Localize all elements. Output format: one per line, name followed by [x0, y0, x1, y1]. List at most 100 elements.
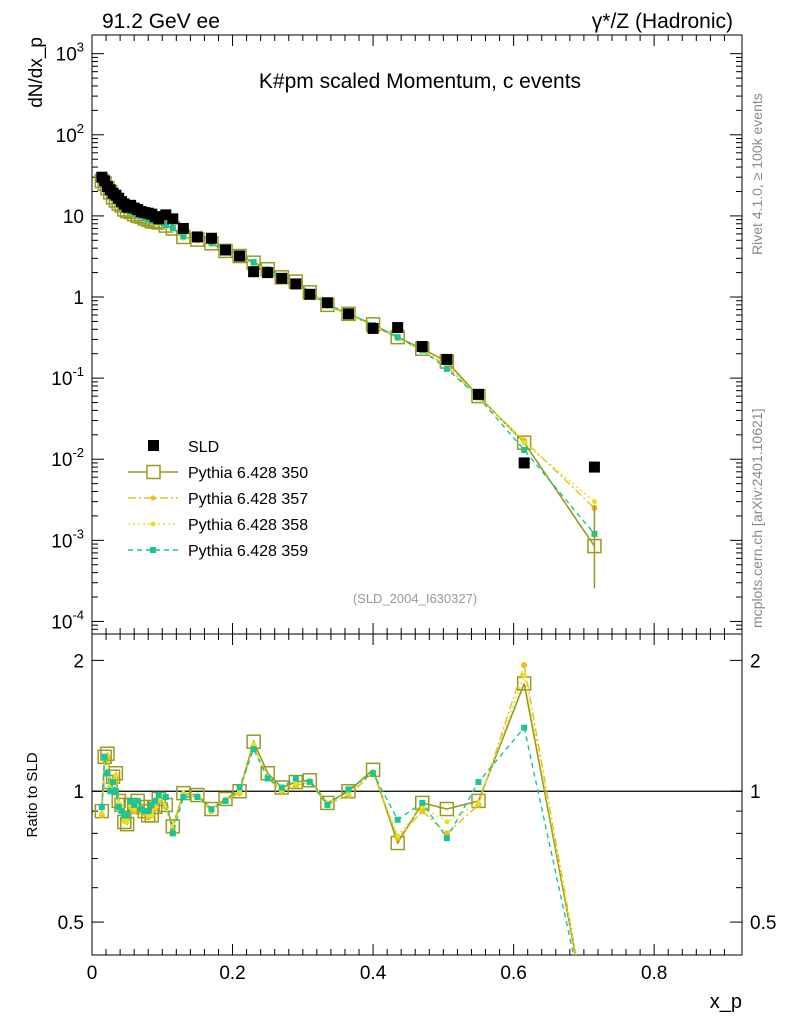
ratio-point-350 — [204, 801, 219, 817]
mc-line-359 — [101, 180, 595, 535]
chart-title: K#pm scaled Momentum, c events — [259, 70, 581, 93]
ratio-panel: 0 0.2 0.4 0.6 0.8 0.5 0.5 1 1 2 2 — [58, 633, 776, 984]
mc-point-358 — [521, 440, 527, 446]
ratio-point-359 — [148, 801, 155, 808]
ratio-point-359 — [101, 753, 108, 760]
ratio-y-tick-label: 1 — [73, 782, 84, 803]
ratio-point-359 — [127, 797, 134, 804]
ratio-y-axis-label: Ratio to SLD — [24, 752, 41, 837]
x-tick-label: 0.4 — [360, 963, 387, 984]
mc-point-359 — [250, 259, 257, 266]
mc-point-359 — [162, 222, 169, 229]
ratio-point-350 — [218, 791, 233, 807]
ratio-point-358 — [395, 833, 401, 839]
legend: SLD Pythia 6.428 350 Pythia 6.428 357 Pythi… — [128, 439, 308, 560]
ratio-point-359 — [112, 788, 119, 795]
ratio-point-359 — [169, 830, 176, 837]
ratio-point-358 — [475, 800, 481, 806]
sld-point — [416, 341, 428, 353]
ratio-point-359 — [345, 786, 352, 793]
ratio-y-tick-label: 1 — [750, 782, 761, 803]
ratio-point-359 — [104, 770, 111, 777]
ratio-point-359 — [152, 797, 159, 804]
ratio-y-tick-label: 0.5 — [58, 913, 84, 934]
main-panel: 10-4 10-3 10-2 10-1 1 10 102 103 — [51, 34, 743, 635]
sld-point — [153, 213, 165, 225]
ratio-point-359 — [180, 793, 187, 800]
ratio-point-359 — [264, 775, 271, 782]
ratio-tail-359 — [523, 727, 575, 955]
sld-point — [342, 308, 354, 320]
ratio-point-359 — [107, 788, 114, 795]
sld-point — [518, 457, 530, 469]
ratio-plot-frame — [91, 633, 743, 956]
ratio-point-359 — [98, 803, 105, 810]
sld-point — [220, 244, 232, 256]
ratio-point-359 — [118, 808, 125, 815]
ratio-point-359 — [134, 797, 141, 804]
ratio-point-359 — [250, 746, 257, 753]
sld-point — [248, 266, 260, 278]
rivet-label: Rivet 4.1.0, ≥ 100k events — [749, 93, 765, 255]
mcplots-label: mcplots.cern.ch [arXiv:2401.10621] — [749, 409, 765, 628]
ratio-point-358 — [293, 781, 299, 787]
mc-point-359 — [521, 446, 528, 453]
sld-point — [234, 250, 246, 262]
mc-point-350 — [232, 248, 247, 264]
sld-point — [304, 288, 316, 300]
mc-point-358 — [591, 499, 597, 505]
legend-marker — [150, 495, 156, 501]
mc-point-350 — [341, 306, 356, 322]
ratio-point-359 — [443, 835, 450, 842]
analysis-id: (SLD_2004_I630327) — [353, 591, 477, 606]
ratio-y-tick-label: 2 — [73, 651, 84, 672]
sld-point — [191, 231, 203, 243]
mc-point-359 — [180, 233, 187, 240]
sld-point — [290, 278, 302, 290]
ratio-point-359 — [292, 775, 299, 782]
ratio-point-350 — [320, 795, 335, 811]
sld-point — [392, 322, 404, 334]
sld-point — [588, 461, 600, 473]
mc-point-359 — [394, 334, 401, 341]
ratio-point-358 — [113, 772, 119, 778]
sld-point — [167, 213, 179, 225]
y-tick-label: 103 — [56, 40, 84, 66]
sld-point — [472, 388, 484, 400]
sld-point — [177, 222, 189, 234]
y-tick-label: 10-4 — [51, 607, 84, 633]
ratio-point-358 — [251, 742, 257, 748]
x-tick-label: 0.8 — [641, 963, 667, 984]
ratio-point-359 — [278, 784, 285, 791]
ratio-tail-350 — [523, 683, 577, 955]
legend-label: Pythia 6.428 350 — [188, 465, 308, 482]
mc-line-358 — [101, 181, 595, 503]
ratio-point-359 — [194, 793, 201, 800]
ratio-point-359 — [419, 799, 426, 806]
ratio-point-358 — [99, 810, 105, 816]
mc-point-350 — [218, 243, 233, 259]
legend-label: Pythia 6.428 359 — [188, 543, 308, 560]
ratio-point-359 — [162, 793, 169, 800]
sld-point — [205, 232, 217, 244]
ratio-point-359 — [324, 801, 331, 808]
y-tick-label: 1 — [73, 288, 84, 309]
sld-point — [99, 175, 111, 187]
sld-point — [276, 272, 288, 284]
legend-label: SLD — [188, 439, 219, 456]
y-tick-label: 10-2 — [51, 445, 84, 471]
legend-label: Pythia 6.428 358 — [188, 517, 308, 534]
ratio-point-358 — [124, 819, 130, 825]
sld-point — [262, 267, 274, 279]
y-tick-label: 102 — [56, 121, 84, 147]
y-axis-label: dN/dx_p — [26, 37, 47, 108]
ratio-y-tick-label: 2 — [750, 651, 761, 672]
ratio-point-359 — [236, 784, 243, 791]
mc-point-359 — [169, 224, 176, 231]
energy-label: 91.2 GeV ee — [102, 10, 220, 33]
ratio-point-359 — [145, 808, 152, 815]
sld-point — [441, 353, 453, 365]
x-tick-label: 0 — [87, 963, 98, 984]
ratio-point-359 — [115, 803, 122, 810]
